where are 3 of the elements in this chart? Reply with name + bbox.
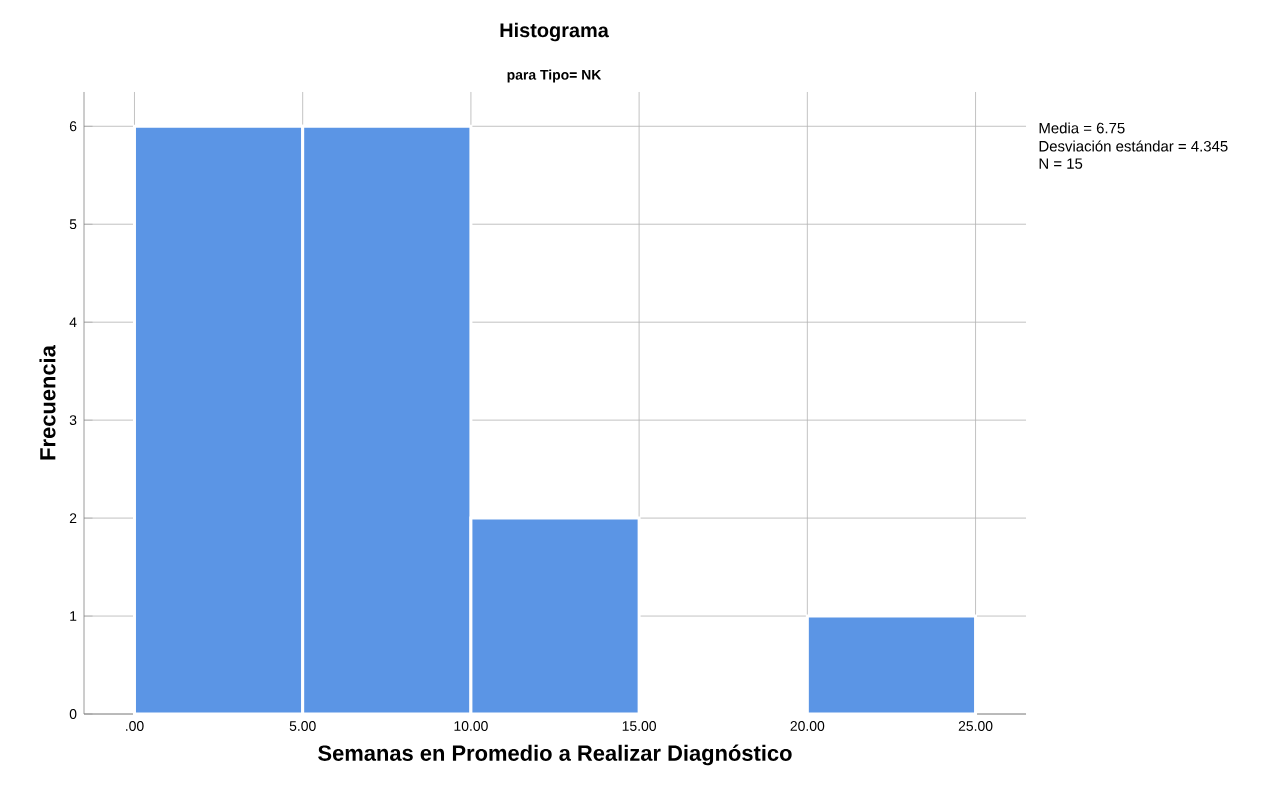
y-axis-title: Frecuencia: [39, 345, 56, 460]
chart-title: Histograma: [500, 22, 609, 42]
x-axis-title: Semanas en Promedio a Realizar Diagnóstico: [318, 744, 792, 766]
